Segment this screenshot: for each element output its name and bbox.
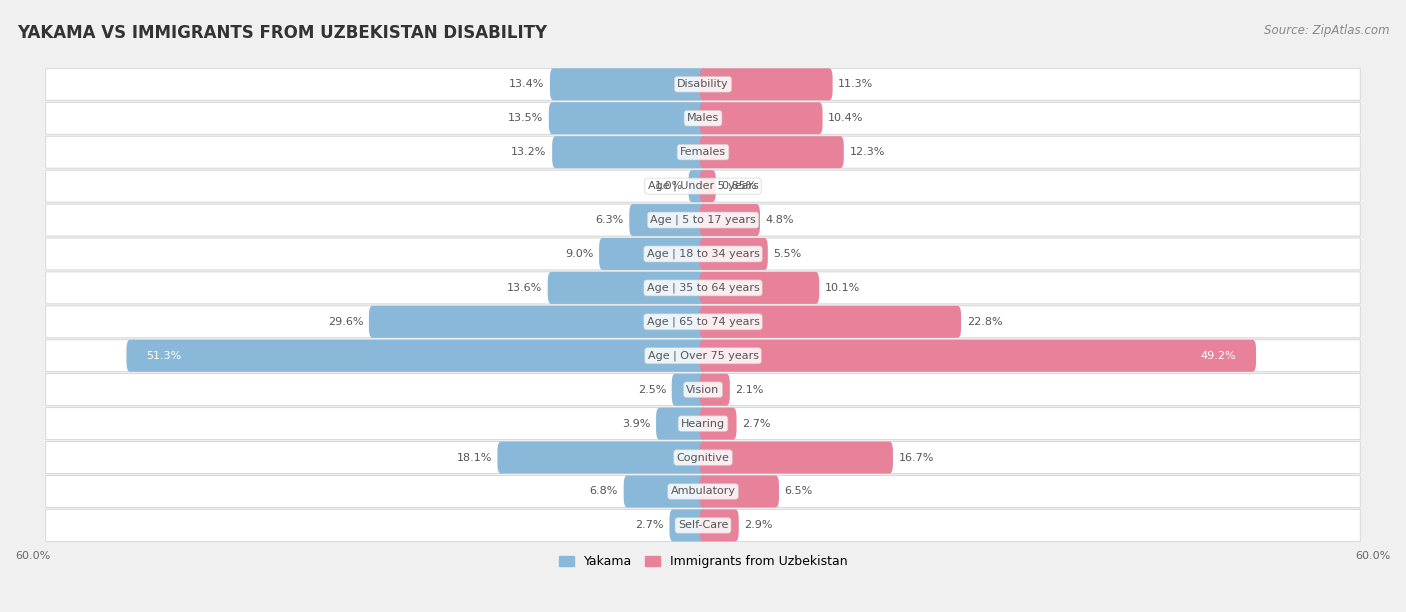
FancyBboxPatch shape	[368, 306, 706, 338]
Text: 13.6%: 13.6%	[506, 283, 543, 293]
FancyBboxPatch shape	[46, 170, 1360, 202]
FancyBboxPatch shape	[700, 272, 820, 304]
FancyBboxPatch shape	[700, 170, 716, 202]
Text: 2.7%: 2.7%	[636, 520, 664, 531]
Text: 2.1%: 2.1%	[735, 385, 763, 395]
FancyBboxPatch shape	[550, 69, 706, 100]
Text: Age | Under 5 years: Age | Under 5 years	[648, 181, 758, 192]
FancyBboxPatch shape	[553, 136, 706, 168]
FancyBboxPatch shape	[689, 170, 706, 202]
FancyBboxPatch shape	[672, 374, 706, 406]
FancyBboxPatch shape	[46, 509, 1360, 542]
FancyBboxPatch shape	[548, 272, 706, 304]
Text: 5.5%: 5.5%	[773, 249, 801, 259]
FancyBboxPatch shape	[657, 408, 706, 439]
FancyBboxPatch shape	[46, 102, 1360, 134]
FancyBboxPatch shape	[700, 204, 761, 236]
FancyBboxPatch shape	[669, 509, 706, 542]
Text: 6.5%: 6.5%	[785, 487, 813, 496]
FancyBboxPatch shape	[700, 442, 893, 474]
FancyBboxPatch shape	[46, 476, 1360, 507]
Text: Vision: Vision	[686, 385, 720, 395]
FancyBboxPatch shape	[624, 476, 706, 507]
Text: 49.2%: 49.2%	[1201, 351, 1236, 360]
FancyBboxPatch shape	[700, 374, 730, 406]
FancyBboxPatch shape	[46, 306, 1360, 338]
Text: 1.0%: 1.0%	[655, 181, 683, 191]
Text: Age | 18 to 34 years: Age | 18 to 34 years	[647, 248, 759, 259]
Text: 6.3%: 6.3%	[595, 215, 624, 225]
Text: 13.2%: 13.2%	[512, 147, 547, 157]
FancyBboxPatch shape	[700, 509, 738, 542]
FancyBboxPatch shape	[498, 442, 706, 474]
FancyBboxPatch shape	[700, 69, 832, 100]
FancyBboxPatch shape	[46, 204, 1360, 236]
Text: 6.8%: 6.8%	[589, 487, 619, 496]
FancyBboxPatch shape	[46, 374, 1360, 406]
FancyBboxPatch shape	[46, 238, 1360, 270]
Text: 22.8%: 22.8%	[967, 317, 1002, 327]
Text: 10.4%: 10.4%	[828, 113, 863, 123]
Text: 18.1%: 18.1%	[457, 452, 492, 463]
Text: Age | 5 to 17 years: Age | 5 to 17 years	[650, 215, 756, 225]
Text: Hearing: Hearing	[681, 419, 725, 428]
Text: 16.7%: 16.7%	[898, 452, 934, 463]
FancyBboxPatch shape	[700, 136, 844, 168]
FancyBboxPatch shape	[700, 476, 779, 507]
Text: 3.9%: 3.9%	[621, 419, 651, 428]
FancyBboxPatch shape	[46, 69, 1360, 100]
Text: YAKAMA VS IMMIGRANTS FROM UZBEKISTAN DISABILITY: YAKAMA VS IMMIGRANTS FROM UZBEKISTAN DIS…	[17, 24, 547, 42]
FancyBboxPatch shape	[46, 408, 1360, 439]
Text: Age | Over 75 years: Age | Over 75 years	[648, 351, 758, 361]
FancyBboxPatch shape	[127, 340, 706, 371]
FancyBboxPatch shape	[548, 102, 706, 134]
Text: 2.5%: 2.5%	[638, 385, 666, 395]
Text: Males: Males	[688, 113, 718, 123]
FancyBboxPatch shape	[700, 102, 823, 134]
Text: 12.3%: 12.3%	[849, 147, 884, 157]
FancyBboxPatch shape	[46, 442, 1360, 474]
FancyBboxPatch shape	[46, 272, 1360, 304]
Legend: Yakama, Immigrants from Uzbekistan: Yakama, Immigrants from Uzbekistan	[554, 550, 852, 573]
Text: Females: Females	[681, 147, 725, 157]
FancyBboxPatch shape	[599, 238, 706, 270]
Text: 51.3%: 51.3%	[146, 351, 181, 360]
FancyBboxPatch shape	[46, 136, 1360, 168]
Text: Age | 65 to 74 years: Age | 65 to 74 years	[647, 316, 759, 327]
Text: 13.4%: 13.4%	[509, 80, 544, 89]
Text: 0.85%: 0.85%	[721, 181, 756, 191]
FancyBboxPatch shape	[700, 408, 737, 439]
FancyBboxPatch shape	[700, 340, 1256, 371]
Text: 2.7%: 2.7%	[742, 419, 770, 428]
FancyBboxPatch shape	[46, 340, 1360, 371]
Text: Source: ZipAtlas.com: Source: ZipAtlas.com	[1264, 24, 1389, 37]
Text: Disability: Disability	[678, 80, 728, 89]
Text: Cognitive: Cognitive	[676, 452, 730, 463]
Text: Self-Care: Self-Care	[678, 520, 728, 531]
Text: 13.5%: 13.5%	[508, 113, 543, 123]
FancyBboxPatch shape	[700, 306, 962, 338]
Text: 2.9%: 2.9%	[744, 520, 773, 531]
Text: 29.6%: 29.6%	[328, 317, 363, 327]
Text: Ambulatory: Ambulatory	[671, 487, 735, 496]
Text: 11.3%: 11.3%	[838, 80, 873, 89]
FancyBboxPatch shape	[630, 204, 706, 236]
Text: 9.0%: 9.0%	[565, 249, 593, 259]
Text: 10.1%: 10.1%	[825, 283, 860, 293]
Text: 4.8%: 4.8%	[766, 215, 794, 225]
Text: Age | 35 to 64 years: Age | 35 to 64 years	[647, 283, 759, 293]
FancyBboxPatch shape	[700, 238, 768, 270]
